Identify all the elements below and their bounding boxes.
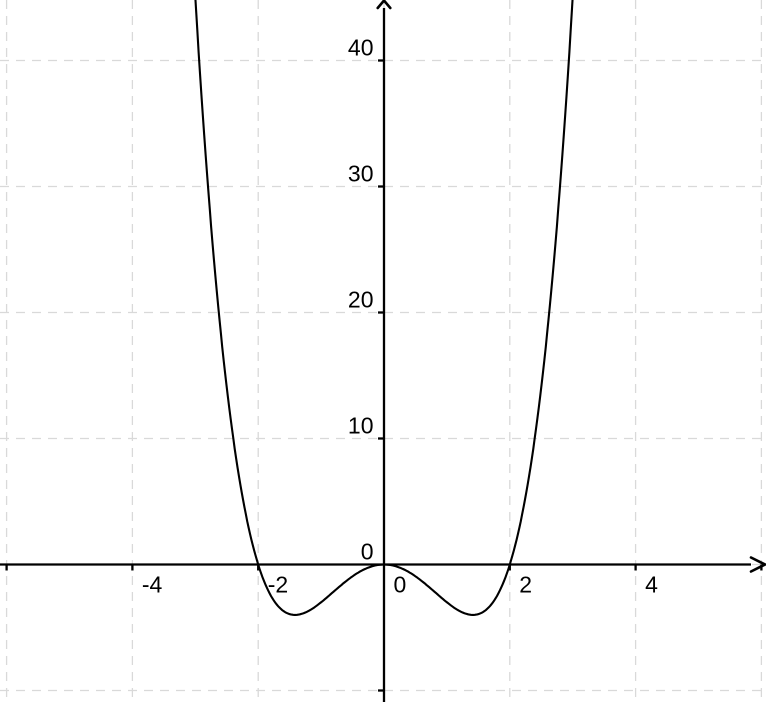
- svg-text:10: 10: [348, 412, 374, 438]
- svg-text:40: 40: [348, 34, 374, 60]
- svg-text:-4: -4: [142, 572, 163, 598]
- svg-text:0: 0: [394, 572, 407, 598]
- svg-text:-2: -2: [268, 572, 288, 598]
- svg-text:20: 20: [348, 286, 374, 312]
- svg-text:30: 30: [348, 160, 374, 186]
- svg-text:4: 4: [645, 572, 658, 598]
- svg-text:0: 0: [361, 538, 374, 564]
- svg-text:2: 2: [519, 572, 532, 598]
